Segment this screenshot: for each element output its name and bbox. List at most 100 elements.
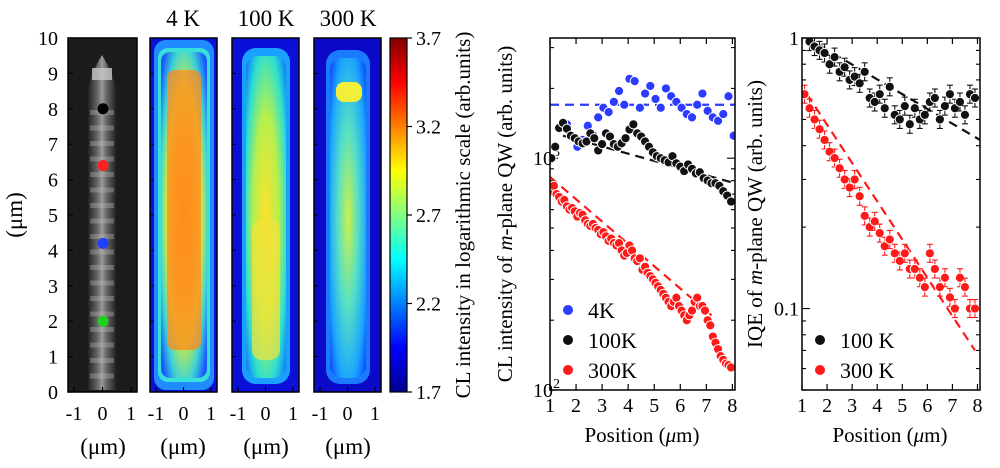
iqe-point xyxy=(919,282,930,293)
sem-y-tick-label: 1 xyxy=(48,347,58,369)
sem-x-ticks: -1 0 1 xyxy=(66,387,136,425)
iqe-point xyxy=(854,78,865,89)
cl-intensity-point xyxy=(692,99,703,110)
cl-intensity-point xyxy=(692,292,703,303)
iqe-point xyxy=(879,103,890,114)
cl-intensity-y-tick-exponent: 3 xyxy=(553,145,560,160)
cl-intensity-point xyxy=(608,96,619,107)
iqe-point xyxy=(859,210,870,222)
iqe-point xyxy=(854,191,865,202)
cl-intensity-x-tick-label: 3 xyxy=(597,395,607,417)
iqe-point xyxy=(829,152,840,164)
iqe-point xyxy=(939,101,951,112)
sem-y-axis-label: (μm) xyxy=(2,192,27,238)
map-y-ticks xyxy=(150,37,318,393)
cl-intensity-point xyxy=(702,105,713,116)
cl-intensity-point xyxy=(550,141,561,152)
iqe-point xyxy=(839,62,850,73)
iqe-y-label: IQE of m-plane QW (arb. units) xyxy=(743,80,767,348)
map-300k-hotspot xyxy=(336,82,362,102)
iqe-point xyxy=(899,101,910,112)
sem-band xyxy=(90,203,114,208)
cl-intensity-point xyxy=(629,76,640,87)
map-100k-x-tick-label: 1 xyxy=(288,403,298,425)
sem-x-tick-label: 0 xyxy=(98,403,108,425)
cl-intensity-chart-frame xyxy=(549,37,736,391)
cl-intensity-point xyxy=(593,112,604,123)
cl-intensity-point xyxy=(620,133,631,144)
sem-band xyxy=(90,172,114,177)
sem-band xyxy=(90,358,114,363)
iqe-point xyxy=(829,51,840,63)
iqe-x-label: Position (μm) xyxy=(833,423,948,447)
cl-intensity-point xyxy=(705,320,716,331)
iqe-point xyxy=(929,92,940,104)
sem-band xyxy=(90,296,114,301)
sem-band xyxy=(90,187,114,193)
sem-nanowire xyxy=(88,55,116,390)
sem-marker-dot xyxy=(97,103,109,115)
iqe-y-tick-label: 0.1 xyxy=(774,299,799,321)
iqe-point xyxy=(884,81,895,92)
sem-x-axis-label: (μm) xyxy=(80,434,126,459)
map-4k-x-tick-label: 0 xyxy=(179,403,189,425)
cl-intensity-x-tick-label: 8 xyxy=(727,395,737,417)
map-100k-x-tick-label: 0 xyxy=(261,403,271,425)
cl-intensity-point xyxy=(660,83,672,94)
colorbar-tick-label: 1.7 xyxy=(416,382,441,404)
cl-intensity-point xyxy=(671,292,682,303)
cl-intensity-legend-label: 4K xyxy=(588,298,615,323)
iqe-point xyxy=(849,174,860,185)
iqe-point xyxy=(949,303,961,314)
sem-x-tick-label: 1 xyxy=(126,403,136,425)
iqe-point xyxy=(924,248,935,259)
cl-intensity-point xyxy=(603,107,614,118)
iqe-point xyxy=(944,89,956,100)
colorbar-ticks: 3.7 3.2 2.7 2.2 1.7 xyxy=(407,28,441,404)
map-4k-title: 4 K xyxy=(166,6,200,31)
iqe-point xyxy=(969,92,980,104)
cl-intensity-point xyxy=(697,88,708,99)
iqe-x-tick-label: 2 xyxy=(822,395,832,417)
iqe-point xyxy=(944,292,956,303)
iqe-x-tick-label: 4 xyxy=(872,395,882,417)
cl-intensity-point xyxy=(650,93,661,105)
sem-y-tick-label: 5 xyxy=(48,205,58,227)
sem-y-tick-label: 0 xyxy=(48,382,58,404)
sem-markers xyxy=(97,103,109,327)
sem-band xyxy=(90,234,114,239)
sem-band xyxy=(90,218,114,224)
iqe-point xyxy=(934,114,945,125)
map-300k-x-axis-label: (μm) xyxy=(325,434,371,459)
iqe-x-tick-label: 7 xyxy=(947,395,957,417)
cl-intensity-y-label: CL intensity of m-plane QW (arb. units) xyxy=(493,46,517,383)
iqe-point xyxy=(804,103,815,114)
iqe-point xyxy=(819,47,830,59)
iqe-point xyxy=(904,119,915,130)
iqe-legend-marker xyxy=(814,364,826,376)
map-4k-hot xyxy=(167,70,201,350)
iqe-point xyxy=(859,66,870,77)
sem-band xyxy=(90,249,114,255)
cl-intensity-point xyxy=(728,130,735,141)
map-300k-title: 300 K xyxy=(320,6,377,31)
cl-intensity-x-tick-label: 5 xyxy=(649,395,659,417)
sem-band xyxy=(90,141,114,146)
iqe-x-tick-label: 5 xyxy=(897,395,907,417)
colorbar-tick-label: 3.7 xyxy=(416,28,441,50)
cl-intensity-legend-label: 100K xyxy=(588,328,637,353)
sem-y-tick-label: 9 xyxy=(48,63,58,85)
map-4k-x-tick-label: -1 xyxy=(148,403,165,425)
iqe-point xyxy=(969,303,980,314)
sem-band xyxy=(90,265,114,270)
iqe-point xyxy=(834,163,845,174)
cl-intensity-legend-marker xyxy=(562,334,574,346)
colorbar-tick-label: 2.2 xyxy=(416,294,441,316)
iqe-x-tick-label: 3 xyxy=(847,395,857,417)
sem-y-tick-label: 6 xyxy=(48,170,58,192)
iqe-point xyxy=(884,234,895,245)
map-100k-x-axis-label: (μm) xyxy=(243,434,289,459)
